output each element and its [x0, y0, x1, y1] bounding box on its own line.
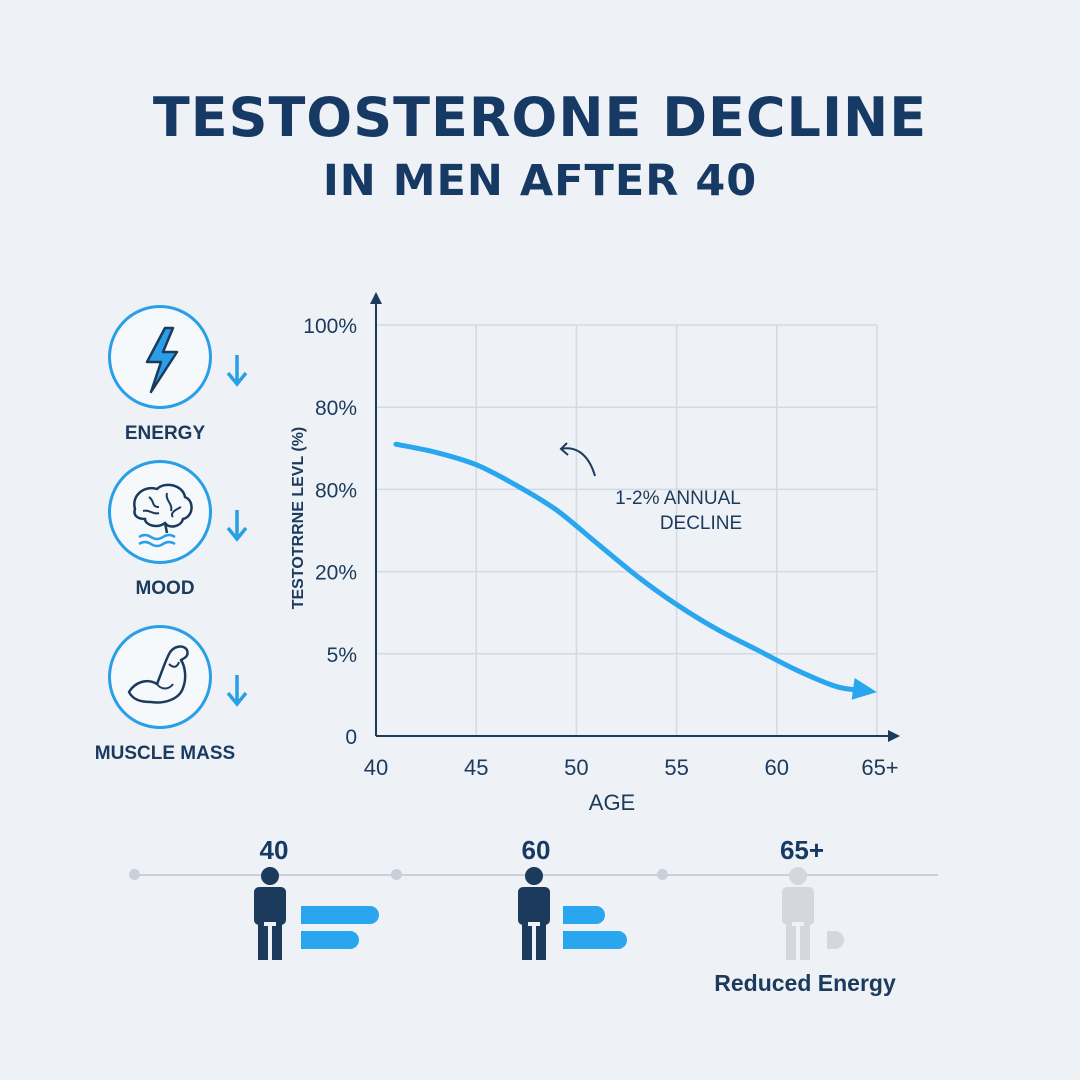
x-tick-label: 40 [364, 755, 388, 780]
page-subtitle: IN MEN AFTER 40 [322, 156, 758, 206]
energy-icon-circle [108, 305, 212, 409]
benefit-label: MOOD [135, 578, 195, 599]
x-tick-label: 65+ [861, 755, 898, 780]
x-tick-label: 45 [464, 755, 488, 780]
annotation-arrowhead-icon [559, 442, 569, 456]
faded-person-icon [782, 867, 814, 960]
mood-icon-circle [108, 460, 212, 564]
muscle-icon-circle [108, 625, 212, 729]
timeline-caption: Reduced Energy [714, 970, 896, 996]
tick-labels: 40 45 50 55 60 65+ 0 5% 20% 80% 80% 100% [303, 315, 898, 780]
timeline-age-65: 65+ [779, 835, 825, 865]
y-tick-label: 80% [315, 397, 357, 420]
chart-grid [376, 324, 878, 736]
person-icon [254, 867, 286, 960]
annotation-curve-arrow-icon [560, 447, 596, 477]
level-bar [563, 931, 627, 949]
down-arrow-icon [226, 675, 248, 707]
timeline-age-60: 60 [521, 835, 551, 865]
level-bar [827, 931, 844, 949]
down-arrow-icon [226, 355, 248, 387]
person-icon [518, 867, 550, 960]
down-arrow-icon [226, 510, 248, 542]
timeline-dot [129, 869, 140, 880]
chart-axes [370, 292, 900, 742]
benefit-label: ENERGY [124, 423, 206, 444]
x-tick-label: 50 [564, 755, 588, 780]
y-tick-label: 20% [315, 562, 357, 585]
y-axis-arrow-icon [370, 292, 382, 304]
timeline-dot [391, 869, 402, 880]
benefit-label: MUSCLE MASS [94, 743, 236, 764]
x-axis-arrow-icon [888, 730, 900, 742]
series-line [393, 441, 870, 694]
y-tick-label: 80% [315, 479, 357, 502]
flexed-arm-icon [127, 645, 189, 704]
level-bar [563, 906, 605, 924]
annotation-line1: 1-2% ANNUAL [615, 488, 741, 509]
y-tick-label: 0 [345, 726, 357, 749]
page-title: TESTOSTERONE DECLINE [152, 86, 928, 149]
annotation-line2: DECLINE [660, 513, 742, 534]
y-tick-label: 5% [327, 644, 357, 667]
level-bar [301, 906, 379, 924]
x-axis-label: AGE [589, 790, 635, 815]
y-axis-label: TESTOTRRNE LEVL (%) [290, 427, 307, 610]
timeline-dot [657, 869, 668, 880]
x-tick-label: 55 [664, 755, 688, 780]
x-tick-label: 60 [765, 755, 789, 780]
y-tick-label: 100% [303, 315, 357, 338]
brain-icon [133, 483, 193, 548]
timeline-age-40: 40 [259, 835, 289, 865]
lightning-bolt-icon [145, 326, 179, 394]
series-end-arrow-icon [851, 678, 877, 700]
level-bar [301, 931, 359, 949]
